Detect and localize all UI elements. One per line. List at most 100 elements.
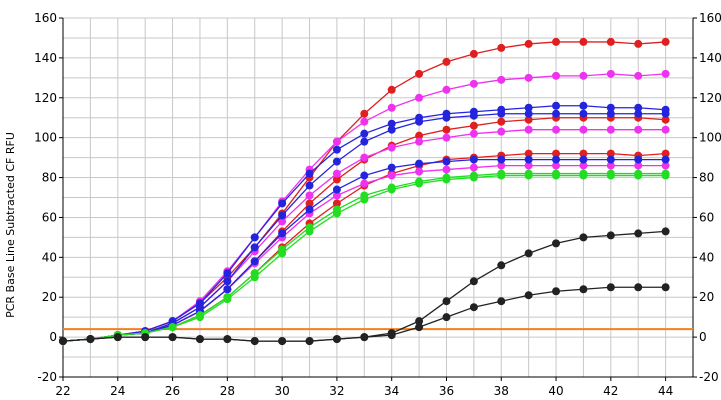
data-point bbox=[250, 243, 259, 252]
data-point bbox=[634, 125, 643, 134]
y-tick-label-right: 40 bbox=[699, 250, 714, 264]
y-tick-label-left: 20 bbox=[42, 290, 57, 304]
data-point bbox=[332, 209, 341, 218]
data-point bbox=[415, 179, 424, 188]
data-point bbox=[552, 71, 561, 80]
data-point bbox=[360, 153, 369, 162]
x-tick-label: 42 bbox=[603, 384, 618, 398]
y-tick-label-left: -20 bbox=[37, 370, 57, 384]
data-point bbox=[278, 229, 287, 238]
series-13 bbox=[59, 283, 670, 346]
y-tick-label-right: 140 bbox=[699, 51, 721, 65]
data-point bbox=[250, 233, 259, 242]
data-point bbox=[332, 199, 341, 208]
series-8 bbox=[59, 109, 670, 346]
data-point bbox=[606, 171, 615, 180]
data-point bbox=[606, 283, 615, 292]
data-point bbox=[278, 199, 287, 208]
x-tick-label: 26 bbox=[165, 384, 180, 398]
data-point bbox=[524, 103, 533, 112]
data-point bbox=[360, 109, 369, 118]
data-point bbox=[606, 37, 615, 46]
data-point bbox=[469, 173, 478, 182]
data-point bbox=[415, 131, 424, 140]
data-point bbox=[634, 109, 643, 118]
data-point bbox=[415, 93, 424, 102]
data-point bbox=[552, 109, 561, 118]
data-point bbox=[579, 171, 588, 180]
data-point bbox=[442, 313, 451, 322]
y-tick-label-left: 80 bbox=[42, 171, 57, 185]
data-point bbox=[634, 161, 643, 170]
data-point bbox=[661, 37, 670, 46]
data-point bbox=[469, 163, 478, 172]
data-point bbox=[195, 335, 204, 344]
data-point bbox=[497, 43, 506, 52]
data-point bbox=[579, 161, 588, 170]
data-point bbox=[606, 149, 615, 158]
data-point bbox=[579, 125, 588, 134]
data-point bbox=[415, 137, 424, 146]
data-point bbox=[606, 103, 615, 112]
data-point bbox=[661, 125, 670, 134]
y-tick-label-left: 0 bbox=[49, 330, 57, 344]
data-point bbox=[59, 337, 67, 346]
x-tick-label: 32 bbox=[329, 384, 344, 398]
data-point bbox=[552, 37, 561, 46]
data-point bbox=[332, 157, 341, 166]
data-point bbox=[469, 111, 478, 120]
y-tick-label-left: 40 bbox=[42, 250, 57, 264]
data-point bbox=[524, 73, 533, 82]
data-point bbox=[661, 171, 670, 180]
y-tick-label-right: 60 bbox=[699, 210, 714, 224]
data-point bbox=[305, 181, 314, 190]
data-point bbox=[469, 129, 478, 138]
data-point bbox=[524, 109, 533, 118]
data-point bbox=[332, 335, 341, 344]
data-point bbox=[524, 39, 533, 48]
data-point bbox=[113, 333, 122, 342]
data-point bbox=[442, 157, 451, 166]
data-point bbox=[305, 205, 314, 214]
data-point bbox=[579, 101, 588, 110]
data-point bbox=[223, 285, 232, 294]
data-point bbox=[497, 161, 506, 170]
y-tick-label-right: -20 bbox=[699, 370, 719, 384]
data-point bbox=[387, 125, 396, 134]
data-point bbox=[223, 269, 232, 278]
data-point bbox=[497, 109, 506, 118]
data-point bbox=[442, 125, 451, 134]
data-point bbox=[415, 69, 424, 78]
data-point bbox=[552, 101, 561, 110]
data-point bbox=[360, 171, 369, 180]
data-point bbox=[305, 169, 314, 178]
data-point bbox=[168, 333, 177, 342]
data-point bbox=[552, 125, 561, 134]
data-point bbox=[579, 71, 588, 80]
data-point bbox=[497, 117, 506, 126]
data-point bbox=[606, 69, 615, 78]
data-point bbox=[497, 297, 506, 306]
data-point bbox=[579, 109, 588, 118]
y-tick-label-left: 140 bbox=[34, 51, 57, 65]
data-point bbox=[387, 171, 396, 180]
data-point bbox=[332, 169, 341, 178]
y-tick-label-right: 160 bbox=[699, 11, 721, 25]
data-point bbox=[442, 165, 451, 174]
data-point bbox=[360, 129, 369, 138]
data-point bbox=[524, 149, 533, 158]
data-point bbox=[524, 249, 533, 258]
data-point bbox=[579, 285, 588, 294]
data-point bbox=[442, 175, 451, 184]
data-point bbox=[387, 85, 396, 94]
data-point bbox=[387, 331, 396, 340]
data-point bbox=[387, 185, 396, 194]
data-point bbox=[661, 109, 670, 118]
axis-layer bbox=[59, 17, 697, 381]
data-point bbox=[278, 211, 287, 220]
data-point bbox=[661, 283, 670, 292]
data-point bbox=[415, 323, 424, 332]
data-point bbox=[442, 297, 451, 306]
data-point bbox=[469, 277, 478, 286]
